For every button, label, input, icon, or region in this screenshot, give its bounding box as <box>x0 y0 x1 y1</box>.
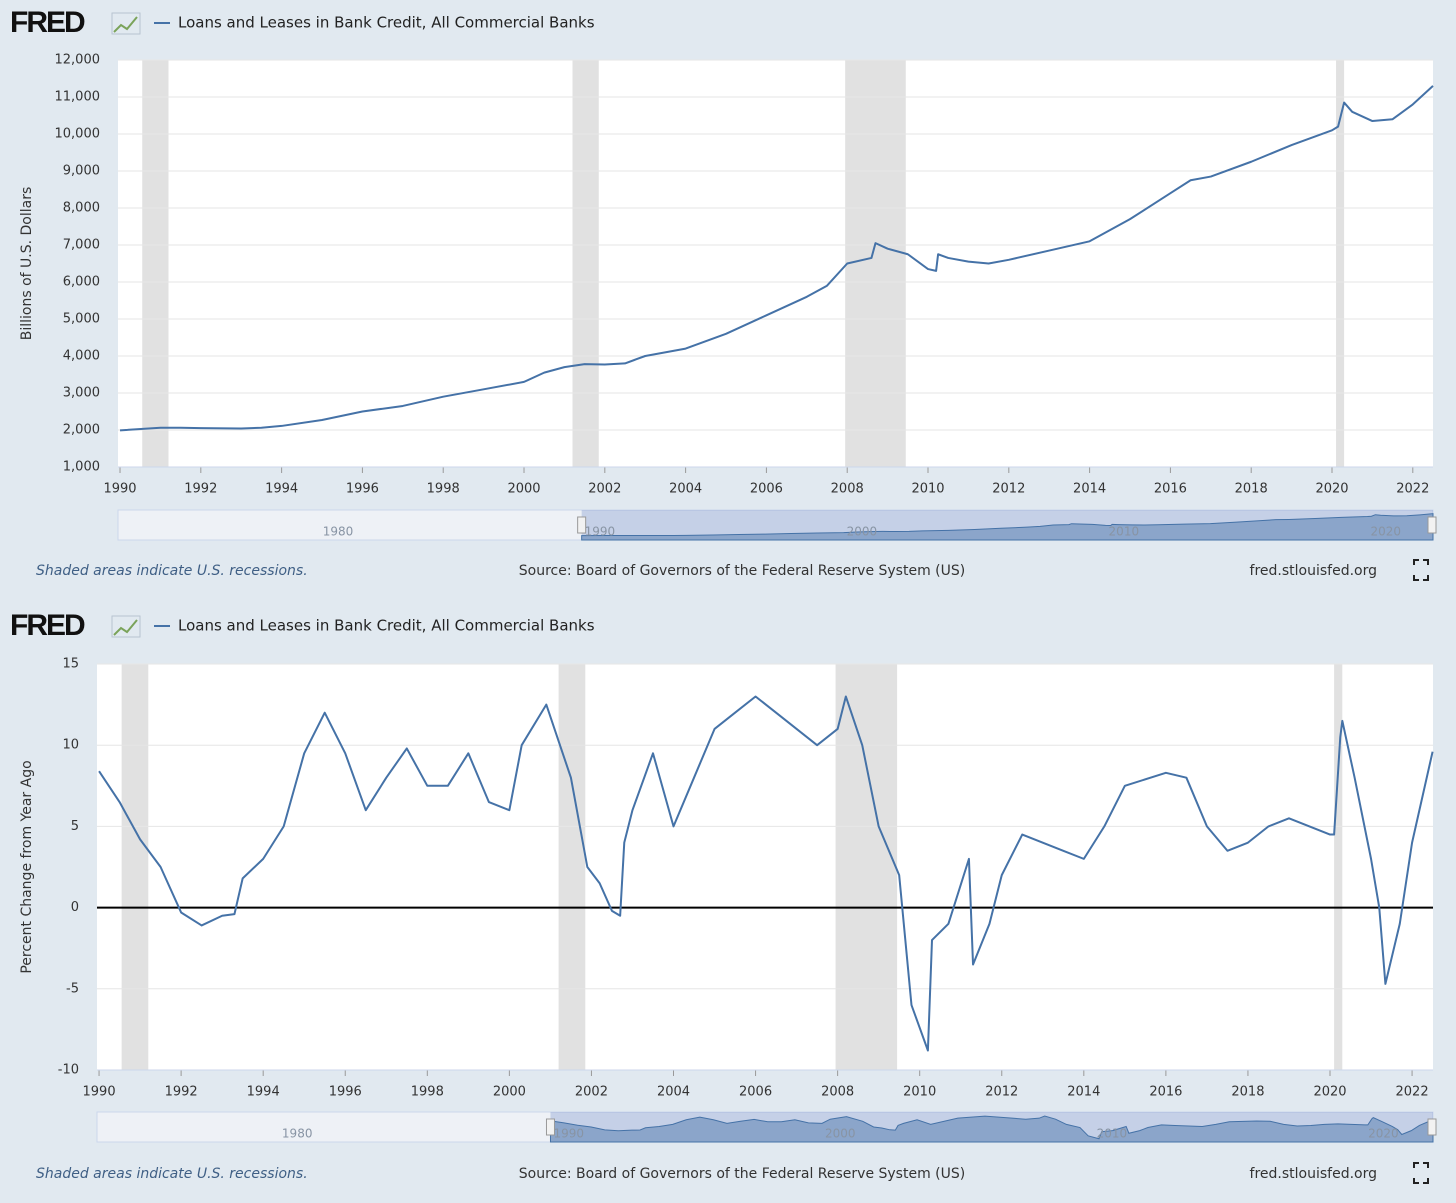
y-tick-label: 1,000 <box>63 460 100 475</box>
y-tick-label: -10 <box>58 1063 79 1078</box>
x-tick-label: 2016 <box>1154 482 1187 497</box>
y-tick-label: 12,000 <box>55 53 101 68</box>
navigator-handle[interactable] <box>1427 516 1437 534</box>
x-tick-label: 2002 <box>588 482 621 497</box>
plot-area <box>118 60 1433 467</box>
recession-band <box>572 60 599 467</box>
x-tick-label: 2004 <box>657 1085 690 1100</box>
legend-label: Loans and Leases in Bank Credit, All Com… <box>178 14 595 32</box>
x-tick-label: 1994 <box>265 482 298 497</box>
legend-label: Loans and Leases in Bank Credit, All Com… <box>178 617 595 635</box>
recession-band <box>1334 664 1343 1070</box>
series-line <box>119 85 1434 432</box>
navigator-area <box>549 1115 1434 1143</box>
x-tick-label: 2012 <box>992 482 1025 497</box>
navigator-label: 2010 <box>1109 525 1140 539</box>
x-tick-label: 2008 <box>821 1085 854 1100</box>
site: fred.stlouisfed.org <box>1250 1166 1377 1182</box>
navigator-label: 2020 <box>1371 525 1402 539</box>
navigator-handle[interactable] <box>577 516 587 534</box>
recession-note: Shaded areas indicate U.S. recessions. <box>36 563 308 579</box>
recession-band <box>835 664 898 1070</box>
recession-band <box>142 60 169 467</box>
x-tick-label: 1992 <box>165 1085 198 1100</box>
y-tick-label: 7,000 <box>63 238 100 253</box>
y-tick-label: 11,000 <box>55 90 101 105</box>
y-tick-label: 2,000 <box>63 423 100 438</box>
y-tick-label: 4,000 <box>63 349 100 364</box>
y-tick-label: 5 <box>71 819 79 834</box>
x-tick-label: 2016 <box>1149 1085 1182 1100</box>
navigator-label: 2000 <box>847 525 878 539</box>
navigator-label: 1980 <box>323 525 354 539</box>
x-tick-label: 2018 <box>1231 1085 1264 1100</box>
x-tick-label: 1990 <box>83 1085 116 1100</box>
y-tick-label: 0 <box>71 900 79 915</box>
y-tick-label: 9,000 <box>63 164 100 179</box>
fred-logo: FRED <box>10 609 85 642</box>
x-tick-label: 2006 <box>750 482 783 497</box>
fullscreen-button[interactable] <box>1413 559 1429 581</box>
navigator-label: 1980 <box>282 1127 313 1141</box>
x-tick-label: 2010 <box>911 482 944 497</box>
navigator-area <box>581 513 1434 541</box>
x-tick-label: 2002 <box>575 1085 608 1100</box>
x-tick-label: 1990 <box>103 482 136 497</box>
fred-logo-box <box>111 12 141 35</box>
x-tick-label: 2012 <box>985 1085 1018 1100</box>
y-tick-label: 10 <box>62 738 79 753</box>
x-tick-label: 2022 <box>1396 482 1429 497</box>
x-tick-label: 1994 <box>247 1085 280 1100</box>
y-tick-label: 5,000 <box>63 312 100 327</box>
x-tick-label: 1996 <box>329 1085 362 1100</box>
x-tick-label: 2000 <box>507 482 540 497</box>
recession-band <box>1336 60 1345 467</box>
x-tick-label: 2022 <box>1396 1085 1429 1100</box>
x-tick-label: 2006 <box>739 1085 772 1100</box>
x-tick-label: 1996 <box>346 482 379 497</box>
fred-logo-icon <box>113 619 138 636</box>
x-tick-label: 1998 <box>411 1085 444 1100</box>
x-tick-label: 2008 <box>831 482 864 497</box>
y-tick-label: 10,000 <box>55 127 101 142</box>
recession-band <box>121 664 149 1070</box>
navigator-label: 2020 <box>1368 1127 1399 1141</box>
x-tick-label: 1992 <box>184 482 217 497</box>
source: Source: Board of Governors of the Federa… <box>519 1166 965 1182</box>
x-tick-label: 2018 <box>1235 482 1268 497</box>
y-tick-label: 8,000 <box>63 201 100 216</box>
y-tick-label: 6,000 <box>63 275 100 290</box>
plot-area <box>97 664 1433 1070</box>
y-tick-label: -5 <box>66 981 79 996</box>
x-tick-label: 2000 <box>493 1085 526 1100</box>
x-tick-label: 2020 <box>1313 1085 1346 1100</box>
series-line <box>98 695 1434 1052</box>
x-tick-label: 2020 <box>1315 482 1348 497</box>
source: Source: Board of Governors of the Federa… <box>519 563 965 579</box>
y-tick-label: 3,000 <box>63 386 100 401</box>
navigator-label: 2010 <box>1097 1127 1128 1141</box>
fullscreen-button[interactable] <box>1413 1162 1429 1184</box>
navigator-handle[interactable] <box>545 1118 555 1136</box>
x-tick-label: 2014 <box>1073 482 1106 497</box>
navigator-label: 2000 <box>825 1127 856 1141</box>
navigator-handle[interactable] <box>1427 1118 1437 1136</box>
navigator-label: 1990 <box>585 525 616 539</box>
fred-logo-icon <box>113 16 138 33</box>
site: fred.stlouisfed.org <box>1250 563 1377 579</box>
recession-band <box>845 60 906 467</box>
recession-note: Shaded areas indicate U.S. recessions. <box>36 1166 308 1182</box>
recession-band <box>558 664 586 1070</box>
x-tick-label: 2004 <box>669 482 702 497</box>
y-axis-label: Percent Change from Year Ago <box>19 760 35 973</box>
x-tick-label: 1998 <box>427 482 460 497</box>
navigator-label: 1990 <box>553 1127 584 1141</box>
fred-logo: FRED <box>10 6 85 39</box>
fred-logo-box <box>111 615 141 638</box>
x-tick-label: 2014 <box>1067 1085 1100 1100</box>
y-axis-label: Billions of U.S. Dollars <box>19 187 35 341</box>
y-tick-label: 15 <box>62 657 79 672</box>
x-tick-label: 2010 <box>903 1085 936 1100</box>
